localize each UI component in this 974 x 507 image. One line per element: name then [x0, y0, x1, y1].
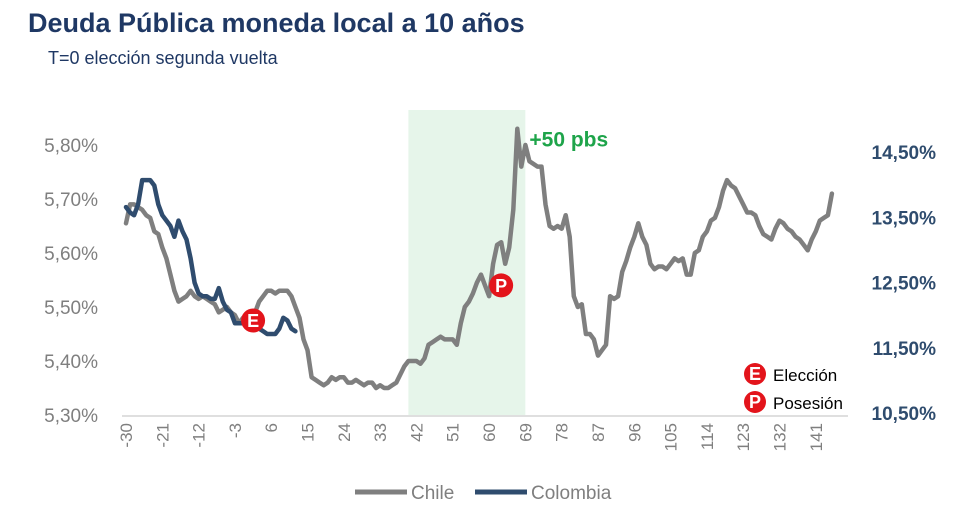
legend-label-chile: Chile [411, 483, 454, 504]
x-tick-label: 15 [299, 423, 318, 442]
y-right-tick-label: 11,50% [873, 339, 936, 360]
key-marker-e [744, 363, 766, 385]
key-label: Elección [773, 366, 837, 385]
key-marker-letter: E [749, 364, 761, 384]
right-y-axis: 10,50% 11,50% 12,50% 13,50% 14,50% [872, 143, 937, 425]
y-left-tick-label: 5,50% [44, 298, 98, 319]
marker-key: E Elección P Posesión [744, 363, 843, 413]
marker-letter: E [247, 311, 259, 331]
y-right-tick-label: 12,50% [872, 274, 937, 295]
x-axis: -30 -21 -12 -3 6 15 24 33 42 51 60 69 78 87 96 105 114 12… [117, 423, 826, 451]
x-tick-label: 6 [262, 423, 281, 432]
y-left-tick-label: 5,80% [44, 136, 98, 157]
left-y-axis: 5,30% 5,40% 5,50% 5,60% 5,70% 5,80% [44, 136, 98, 427]
x-tick-label: 24 [335, 423, 354, 442]
x-tick-label: 114 [698, 423, 717, 450]
chart-title: Deuda Pública moneda local a 10 años [28, 8, 525, 38]
marker-letter: P [495, 276, 507, 296]
key-label: Posesión [773, 394, 843, 413]
annotation-text: +50 pbs [529, 129, 608, 152]
y-left-tick-label: 5,60% [44, 244, 98, 265]
marker-circle [489, 273, 514, 298]
event-marker-e: E [241, 308, 266, 333]
y-left-tick-label: 5,70% [44, 190, 98, 211]
x-tick-label: 78 [553, 423, 572, 442]
x-tick-label: 69 [516, 423, 535, 442]
legend: Chile Colombia [355, 483, 612, 504]
marker-circle [241, 308, 266, 333]
series-line-colombia [123, 177, 298, 337]
x-tick-label: -21 [153, 423, 172, 448]
y-left-tick-label: 5,30% [44, 406, 98, 427]
x-tick-label: -3 [226, 423, 245, 438]
x-tick-label: 132 [770, 423, 789, 451]
key-marker-letter: P [749, 392, 761, 412]
y-right-tick-label: 10,50% [872, 404, 937, 425]
x-tick-label: 60 [480, 423, 499, 442]
x-tick-label: 123 [734, 423, 753, 451]
x-tick-label: 96 [625, 423, 644, 442]
x-tick-label: 51 [444, 423, 463, 442]
x-tick-label: 105 [662, 423, 681, 451]
x-tick-label: -30 [117, 423, 136, 448]
y-right-tick-label: 14,50% [872, 143, 937, 164]
x-tick-label: 33 [371, 423, 390, 442]
event-marker-p: P [489, 273, 514, 298]
chart-subtitle: T=0 elección segunda vuelta [48, 48, 278, 68]
x-tick-label: 42 [407, 423, 426, 442]
y-right-tick-label: 13,50% [872, 208, 937, 229]
key-marker-p [744, 391, 766, 413]
y-left-tick-label: 5,40% [44, 352, 98, 373]
x-tick-label: -12 [190, 423, 209, 448]
legend-label-colombia: Colombia [531, 483, 612, 504]
x-tick-label: 87 [589, 423, 608, 442]
x-tick-label: 141 [807, 423, 826, 451]
